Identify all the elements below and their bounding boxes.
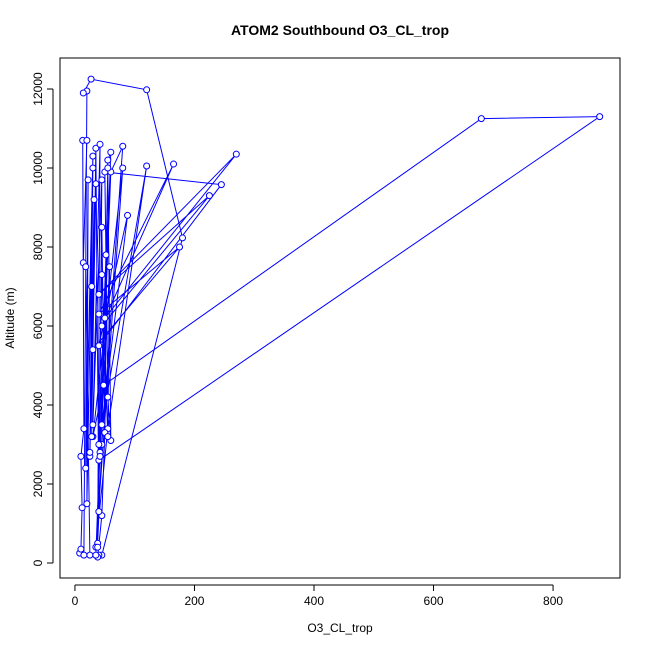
data-point <box>83 500 91 508</box>
data-point <box>78 504 86 512</box>
data-point <box>92 180 100 188</box>
data-point <box>102 251 110 259</box>
data-point <box>119 142 127 150</box>
data-point <box>98 176 106 184</box>
data-point <box>179 234 187 242</box>
data-point <box>95 508 103 516</box>
data-point <box>170 160 178 168</box>
data-point <box>95 440 103 448</box>
data-point <box>107 148 115 156</box>
x-tick-label: 600 <box>424 594 444 608</box>
data-point <box>98 322 106 330</box>
y-tick-label: 2000 <box>31 470 45 497</box>
data-point <box>86 551 94 559</box>
x-axis-label: O3_CL_trop <box>307 621 373 635</box>
data-point <box>106 263 114 271</box>
x-tick-label: 200 <box>184 594 204 608</box>
data-point <box>95 342 103 350</box>
data-point <box>89 164 97 172</box>
y-tick-label: 8000 <box>31 233 45 260</box>
x-tick-label: 400 <box>304 594 324 608</box>
data-point <box>88 433 96 441</box>
data-point <box>88 282 96 290</box>
data-point <box>83 136 91 144</box>
data-point <box>477 115 485 123</box>
data-point <box>104 393 112 401</box>
data-point <box>205 192 213 200</box>
y-tick-label: 12000 <box>31 72 45 106</box>
y-tick-label: 4000 <box>31 391 45 418</box>
data-point <box>98 223 106 231</box>
data-point <box>98 421 106 429</box>
data-point <box>95 310 103 318</box>
data-point <box>86 448 94 456</box>
data-point <box>104 164 112 172</box>
y-tick-label: 6000 <box>31 312 45 339</box>
data-point <box>104 433 112 441</box>
data-point <box>82 263 90 271</box>
data-point <box>92 551 100 559</box>
data-point <box>80 551 88 559</box>
data-point <box>87 75 95 83</box>
data-point <box>77 452 85 460</box>
data-point <box>89 346 97 354</box>
chart-title: ATOM2 Southbound O3_CL_trop <box>231 22 449 38</box>
data-point <box>232 150 240 158</box>
x-tick-label: 0 <box>72 594 79 608</box>
data-point <box>98 271 106 279</box>
data-point <box>217 181 225 189</box>
data-point <box>92 144 100 152</box>
data-point <box>89 421 97 429</box>
data-point <box>176 243 184 251</box>
data-point <box>77 545 85 553</box>
data-point <box>100 381 108 389</box>
data-point <box>96 452 104 460</box>
data-point <box>104 156 112 164</box>
data-point <box>124 211 132 219</box>
data-point <box>84 176 92 184</box>
data-point <box>96 140 104 148</box>
data-point <box>143 162 151 170</box>
data-point <box>94 543 102 551</box>
y-tick-label: 0 <box>31 559 45 566</box>
data-point <box>143 86 151 94</box>
y-tick-label: 10000 <box>31 151 45 185</box>
data-line <box>79 78 602 558</box>
data-point <box>596 113 604 121</box>
y-axis-label: Altitude (m) <box>3 287 17 348</box>
data-point <box>80 425 88 433</box>
data-point <box>101 314 109 322</box>
data-point <box>89 152 97 160</box>
data-point <box>95 290 103 298</box>
data-point <box>82 464 90 472</box>
x-tick-label: 800 <box>543 594 563 608</box>
data-point <box>119 164 127 172</box>
data-point <box>79 89 87 97</box>
plot-frame <box>59 57 621 579</box>
data-point <box>90 196 98 204</box>
